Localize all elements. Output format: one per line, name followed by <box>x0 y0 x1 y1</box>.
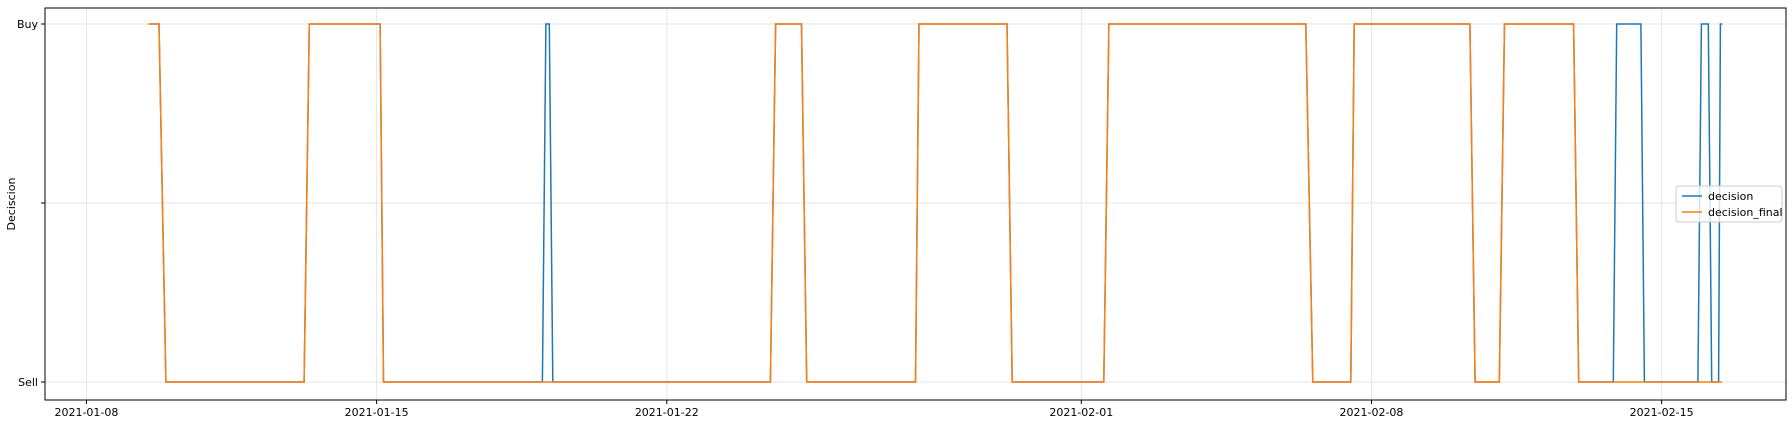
x-tick-label: 2021-02-15 <box>1630 406 1694 419</box>
x-tick-label: 2021-01-15 <box>345 406 409 419</box>
axes-frame <box>44 7 1787 401</box>
x-tick-label: 2021-01-08 <box>54 406 118 419</box>
series-line-decision-final <box>148 23 1723 383</box>
y-tick-label: Sell <box>18 376 38 389</box>
y-tick-label: Buy <box>17 18 39 31</box>
x-tick-label: 2021-02-08 <box>1340 406 1404 419</box>
x-tick-label: 2021-01-22 <box>635 406 699 419</box>
x-axis: 2021-01-08 2021-01-15 2021-01-22 2021-02-01… <box>54 400 1694 419</box>
legend-label-decision-final: decision_final <box>1708 206 1783 219</box>
x-tick-label: 2021-02-01 <box>1049 406 1113 419</box>
legend-box <box>1675 185 1783 223</box>
legend-label-decision: decision <box>1708 190 1753 203</box>
series-lines <box>148 23 1723 383</box>
y-axis: Sell Buy <box>17 18 45 389</box>
y-axis-label: Deciscion <box>5 178 18 231</box>
legend: decision decision_final <box>1675 185 1783 223</box>
